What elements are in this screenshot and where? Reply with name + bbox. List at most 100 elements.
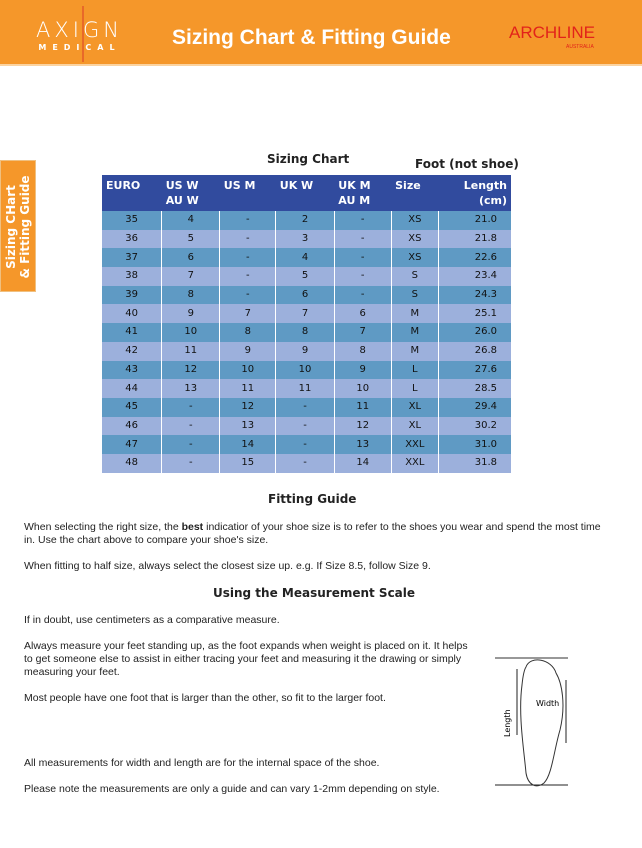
table-cell: XL [391,397,440,417]
table-cell: 41 [102,323,163,342]
measure-paragraph-2: Always measure your feet standing up, as… [24,640,468,678]
table-cell: 23.4 [438,267,511,286]
table-cell: 8 [275,323,335,342]
table-cell: 4 [275,248,335,268]
table-cell: 21.0 [438,211,511,230]
header-banner: AXIGN MEDICAL Sizing Chart & Fitting Gui… [0,0,642,66]
table-cell: 9 [219,341,277,361]
table-cell: 5 [275,267,335,286]
table-row: 47-14-13 XXL 31.0 [102,435,511,454]
table-cell: 31.8 [438,453,511,473]
sizing-table: EURO US W AU W US M UK W UK M AU M Size Length (c… [102,175,511,473]
table-cell: 36 [102,229,163,249]
table-cell: 6 [161,248,221,268]
table-row: 39 8-6- S 24.3 [102,285,511,305]
table-cell: - [275,435,335,454]
table-cell: 38 [102,267,163,286]
table-cell: 48 [102,453,163,473]
table-cell: 7 [219,304,277,324]
table-row: 41 10 8 8 7 M 26.0 [102,323,511,342]
fitting-paragraph-1: When selecting the right size, the best … [24,521,601,546]
table-cell: 6 [275,285,335,305]
table-cell: 7 [275,304,335,324]
table-cell: 13 [219,416,277,436]
table-row: 35 4-2- XS 21.0 [102,211,511,230]
archline-logo-sub: AUSTRALIA [566,44,594,50]
table-cell: 46 [102,416,163,436]
table-cell: - [275,453,335,473]
table-row: 45-12-11 XL 29.4 [102,397,511,417]
table-cell: 12 [161,360,221,380]
chart-title: Sizing Chart [267,152,350,166]
table-cell: XXL [391,453,440,473]
table-cell: XL [391,416,440,436]
table-cell: 26.8 [438,341,511,361]
table-cell: 30.2 [438,416,511,436]
table-cell: 26.0 [438,323,511,342]
table-cell: - [334,285,392,305]
table-cell: 9 [275,341,335,361]
table-cell: L [391,379,440,398]
table-cell: 29.4 [438,397,511,417]
table-cell: - [334,211,392,230]
table-cell: 37 [102,248,163,268]
table-cell: 24.3 [438,285,511,305]
table-cell: 43 [102,360,163,380]
column-header: UK M AU M [334,175,392,211]
table-row: 48-15-14 XXL 31.8 [102,453,511,473]
table-row: 36 5-3- XS 21.8 [102,229,511,249]
table-cell: - [334,229,392,249]
table-cell: 40 [102,304,163,324]
table-cell: XS [391,248,440,268]
table-cell: - [334,248,392,268]
table-cell: 3 [275,229,335,249]
measurement-title: Using the Measurement Scale [213,586,416,600]
table-cell: 10 [275,360,335,380]
table-cell: 25.1 [438,304,511,324]
table-row: 44 13 11 11 10 L 28.5 [102,379,511,398]
fitting-guide-title: Fitting Guide [268,492,357,506]
table-cell: - [161,453,221,473]
table-cell: 12 [334,416,392,436]
table-cell: 21.8 [438,229,511,249]
table-cell: - [275,397,335,417]
measure-paragraph-5: Please note the measurements are only a … [24,783,440,795]
table-cell: 14 [219,435,277,454]
table-cell: 47 [102,435,163,454]
side-tab: Sizing CHart & Fitting Guide [0,160,36,292]
table-cell: 14 [334,453,392,473]
table-cell: 39 [102,285,163,305]
table-cell: 22.6 [438,248,511,268]
diagram-length-label: Length [503,709,512,737]
table-cell: - [219,285,277,305]
table-cell: - [219,229,277,249]
table-cell: 42 [102,341,163,361]
table-cell: 2 [275,211,335,230]
table-cell: 15 [219,453,277,473]
measure-text: If in doubt, use centimeters as a compar… [24,614,469,809]
axign-logo: AXIGN MEDICAL [36,6,123,62]
table-cell: 44 [102,379,163,398]
table-cell: XS [391,211,440,230]
table-cell: - [334,267,392,286]
measure-paragraph-3: Most people have one foot that is larger… [24,692,386,704]
table-cell: S [391,267,440,286]
table-cell: 7 [161,267,221,286]
table-cell: M [391,304,440,324]
table-cell: 12 [219,397,277,417]
table-cell: - [219,248,277,268]
table-cell: 31.0 [438,435,511,454]
table-row: 42 11 9 9 8 M 26.8 [102,341,511,361]
table-row: 43 12 10 10 9 L 27.6 [102,360,511,380]
measure-paragraph-4: All measurements for width and length ar… [24,757,380,769]
table-cell: 10 [161,323,221,342]
table-cell: 11 [334,397,392,417]
table-cell: - [275,416,335,436]
table-cell: 7 [334,323,392,342]
column-header: Size [391,175,439,211]
column-header: US M [219,175,276,211]
table-cell: 13 [334,435,392,454]
table-cell: 6 [334,304,392,324]
table-cell: 10 [334,379,392,398]
column-header: UK W [275,175,335,211]
